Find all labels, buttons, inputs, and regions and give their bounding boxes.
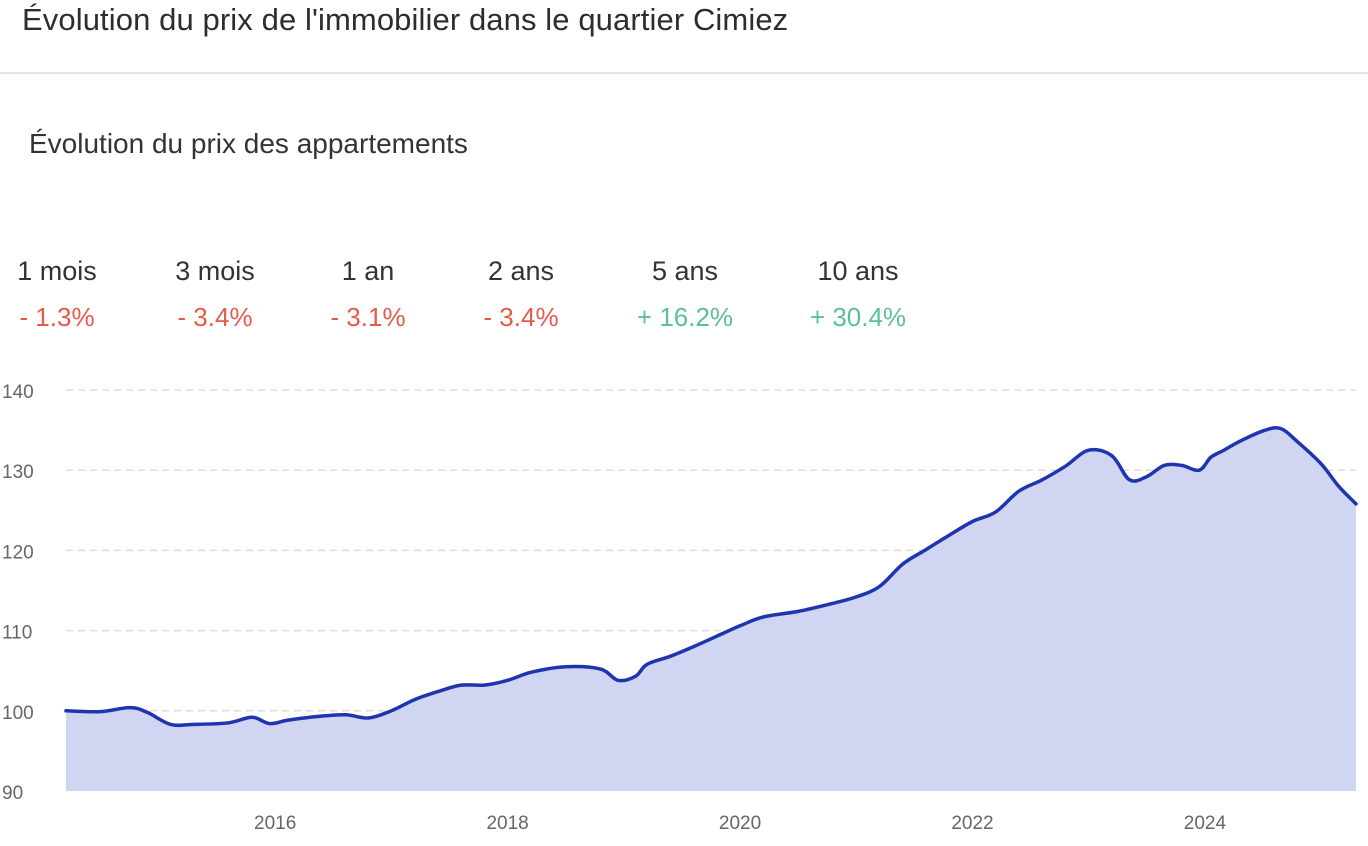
price-area-fill <box>66 427 1356 791</box>
y-tick-label: 110 <box>2 623 32 644</box>
stat-change: - 3.4% <box>177 302 253 332</box>
stat-change: + 16.2% <box>636 302 734 332</box>
y-tick-label: 140 <box>2 382 34 403</box>
y-tick-label: 130 <box>2 462 34 483</box>
stat-period: 1 mois <box>17 256 97 286</box>
stat-2-ans: 2 ans - 3.4% <box>441 254 601 334</box>
price-line <box>64 426 1358 728</box>
stat-period: 2 ans <box>487 256 555 286</box>
stat-period: 3 mois <box>175 256 255 286</box>
stat-1-mois: 1 mois - 1.3% <box>0 254 137 334</box>
x-axis-ticks: 2016 2018 2020 2022 2024 <box>254 813 1226 834</box>
stat-period: 5 ans <box>651 256 719 286</box>
x-tick-label: 2018 <box>486 813 528 834</box>
chart-title: Évolution du prix des appartements <box>29 128 468 159</box>
stat-change: + 30.4% <box>809 302 907 332</box>
stat-5-ans: 5 ans + 16.2% <box>605 254 765 334</box>
y-tick-label: 100 <box>2 703 34 724</box>
x-tick-label: 2016 <box>254 813 296 834</box>
chart-area <box>64 426 1358 791</box>
stat-period: 1 an <box>341 256 395 286</box>
stat-change: - 1.3% <box>19 302 95 332</box>
stat-3-mois: 3 mois - 3.4% <box>135 254 295 334</box>
price-chart: 90 100 110 120 130 140 2016 2018 2020 2022 2024 <box>2 382 1358 834</box>
x-tick-label: 2024 <box>1184 813 1227 834</box>
x-tick-label: 2022 <box>951 813 993 834</box>
page-title: Évolution du prix de l'immobilier dans l… <box>22 2 789 37</box>
page-header: Évolution du prix de l'immobilier dans l… <box>0 0 1368 74</box>
y-tick-label: 90 <box>2 783 23 804</box>
stat-1-an: 1 an - 3.1% <box>288 254 448 334</box>
stat-period: 10 ans <box>817 256 899 286</box>
y-axis-ticks: 90 100 110 120 130 140 <box>2 382 34 804</box>
stat-change: - 3.4% <box>483 302 559 332</box>
y-tick-label: 120 <box>2 542 34 563</box>
stat-10-ans: 10 ans + 30.4% <box>778 254 938 334</box>
stat-change: - 3.1% <box>330 302 406 332</box>
x-tick-label: 2020 <box>719 813 761 834</box>
